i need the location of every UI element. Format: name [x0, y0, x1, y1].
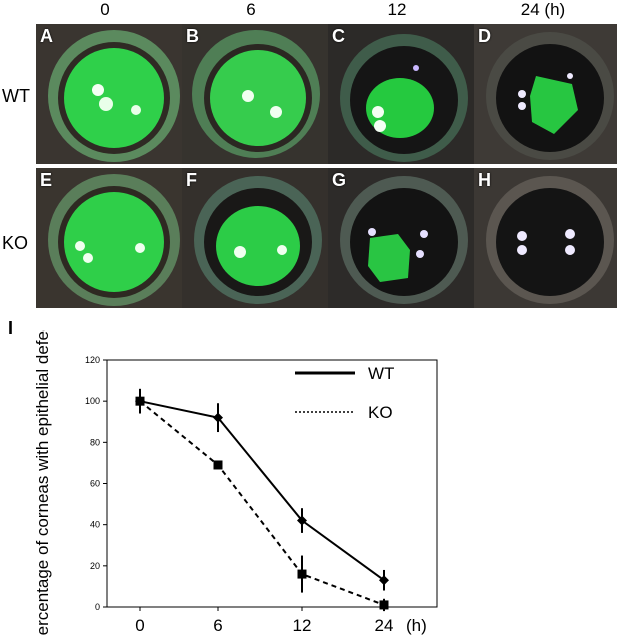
x-tick-label: 12	[293, 616, 312, 635]
eye-panel-d: D	[474, 24, 617, 164]
x-tick-label: 0	[135, 616, 144, 635]
eye-panel-b: B	[182, 24, 328, 164]
panel-label: A	[40, 26, 53, 46]
eye-panel-e: E	[36, 168, 182, 308]
panel-label: H	[478, 170, 491, 190]
column-label-24h: 24 (h)	[520, 0, 566, 19]
panel-label: E	[40, 170, 53, 190]
eye-image	[474, 24, 617, 164]
y-axis-label: Percentage of corneas with epithelial de…	[33, 330, 52, 635]
panel-label: D	[478, 26, 491, 46]
panel-label: B	[186, 26, 199, 46]
row-label-ko: KO	[2, 233, 29, 253]
y-tick-label: 60	[90, 479, 100, 489]
column-label-0h: 0	[100, 0, 110, 19]
data-point-ko	[297, 569, 307, 579]
x-tick-label: 24	[375, 616, 394, 635]
y-tick-label: 40	[90, 520, 100, 530]
data-point-wt	[213, 412, 223, 423]
data-point-ko	[135, 396, 145, 406]
panel-label: C	[332, 26, 345, 46]
x-tick-label: 6	[213, 616, 222, 635]
data-point-wt	[379, 575, 389, 586]
eye-image	[36, 168, 182, 308]
legend-label-wt: WT	[368, 364, 394, 383]
y-tick-label: 0	[95, 602, 100, 612]
series-line-ko	[139, 400, 385, 606]
eye-image	[182, 168, 328, 308]
panel-label: F	[186, 170, 197, 190]
eye-panel-c: C	[328, 24, 474, 164]
eye-image	[328, 24, 474, 164]
y-tick-label: 20	[90, 561, 100, 571]
eye-image	[328, 168, 474, 308]
y-tick-label: 120	[85, 355, 100, 365]
panel-label-i: I	[8, 318, 14, 338]
eye-panel-g: G	[328, 168, 474, 308]
eye-image	[182, 24, 328, 164]
eye-panel-f: F	[182, 168, 328, 308]
column-label-6h: 6	[246, 0, 256, 19]
data-point-ko	[379, 600, 389, 610]
y-tick-label: 100	[85, 396, 100, 406]
row-label-wt: WT	[2, 86, 30, 106]
eye-image	[36, 24, 182, 164]
eye-panel-a: A	[36, 24, 182, 164]
line-chart: 0 20 40 60 80 100 120 0 6 12 24 (h) WT KO Percentage…	[33, 330, 438, 635]
eye-image	[474, 168, 617, 308]
y-tick-label: 80	[90, 437, 100, 447]
x-axis-unit: (h)	[406, 616, 427, 635]
data-point-ko	[213, 460, 223, 470]
panel-label: G	[332, 170, 347, 190]
column-label-12h: 12	[387, 0, 407, 19]
data-point-wt	[297, 515, 307, 526]
legend-label-ko: KO	[368, 403, 393, 422]
eye-panel-h: H	[474, 168, 617, 308]
series-line-wt	[139, 400, 385, 582]
